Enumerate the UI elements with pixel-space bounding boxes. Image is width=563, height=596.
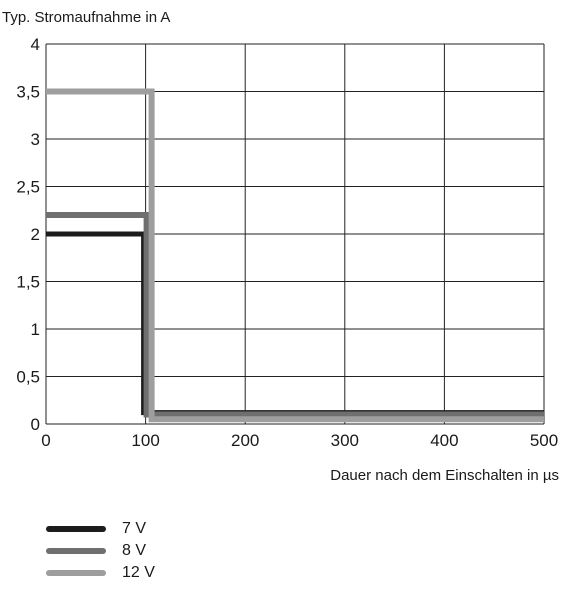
x-tick-label: 0 xyxy=(41,431,50,450)
y-tick-label: 3 xyxy=(31,130,40,149)
legend-swatch-12v xyxy=(46,570,106,576)
x-tick-label: 200 xyxy=(231,431,259,450)
legend-item-12v: 12 V xyxy=(46,562,155,584)
legend-label-12v: 12 V xyxy=(122,564,155,581)
series-lines xyxy=(46,88,544,423)
legend-item-7v: 7 V xyxy=(46,518,155,540)
y-tick-label: 4 xyxy=(31,35,40,54)
y-tick-label: 0,5 xyxy=(16,368,40,387)
legend-label-8v: 8 V xyxy=(122,542,147,559)
series-line-8v xyxy=(46,212,544,418)
y-tick-label: 0 xyxy=(31,415,40,434)
series-line-7v xyxy=(46,231,544,416)
legend-swatch-7v xyxy=(46,526,106,532)
x-tick-label: 500 xyxy=(530,431,558,450)
legend-swatch-8v xyxy=(46,548,106,554)
x-tick-label: 300 xyxy=(331,431,359,450)
tick-labels: 0 100 200 300 400 500 0 0,5 1 1,5 2 2,5 3 3,5 4 xyxy=(16,35,558,450)
legend-item-8v: 8 V xyxy=(46,540,155,562)
chart: Typ. Stromaufnahme in A Dauer nach dem E… xyxy=(2,9,559,484)
y-tick-label: 1 xyxy=(31,320,40,339)
y-tick-label: 2 xyxy=(31,225,40,244)
legend: 7 V 8 V 12 V xyxy=(46,518,155,584)
y-tick-label: 3,5 xyxy=(16,83,40,102)
legend-label-7v: 7 V xyxy=(122,520,147,537)
y-tick-label: 1,5 xyxy=(16,273,40,292)
x-axis-title: Dauer nach dem Einschalten in µs xyxy=(330,467,559,484)
series-line-12v xyxy=(46,88,544,423)
x-tick-label: 400 xyxy=(430,431,458,450)
x-tick-label: 100 xyxy=(131,431,159,450)
y-axis-title: Typ. Stromaufnahme in A xyxy=(2,9,170,26)
y-tick-label: 2,5 xyxy=(16,178,40,197)
